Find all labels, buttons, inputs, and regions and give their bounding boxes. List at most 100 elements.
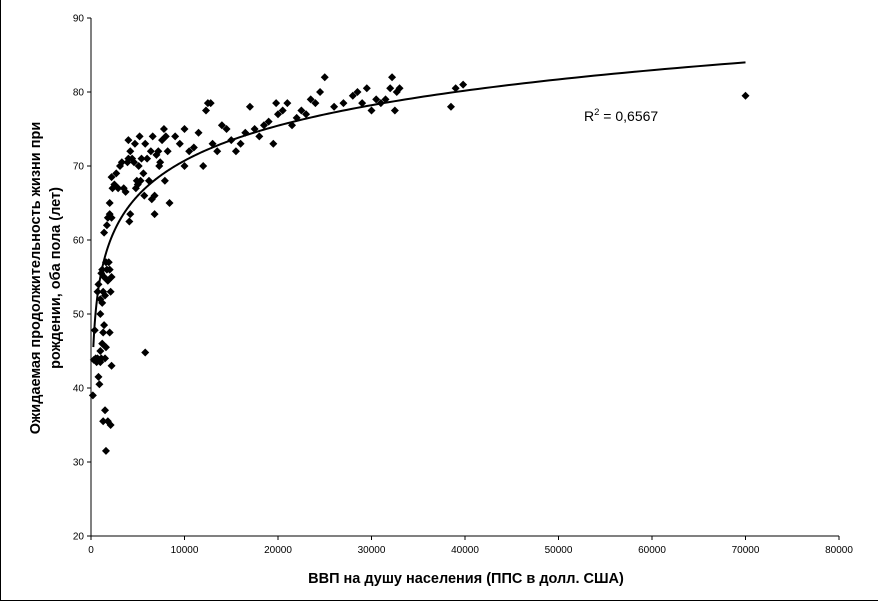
data-point	[99, 417, 108, 426]
data-point	[330, 102, 339, 111]
data-point	[159, 125, 168, 133]
data-point	[107, 173, 116, 182]
data-point	[171, 132, 180, 141]
data-point	[372, 95, 381, 104]
data-point	[278, 106, 287, 115]
data-point	[459, 80, 468, 89]
data-point	[206, 99, 215, 108]
data-point	[245, 102, 254, 111]
y-tick-label: 90	[73, 14, 85, 25]
data-point	[175, 139, 184, 148]
data-point	[135, 132, 144, 141]
data-point	[93, 287, 102, 296]
y-axis-title: Ожидаемая продолжительность жизни при ро…	[28, 122, 64, 435]
data-point	[348, 91, 357, 100]
data-point	[194, 128, 203, 137]
data-point	[236, 139, 245, 148]
data-point	[227, 136, 236, 145]
data-point	[165, 199, 174, 207]
data-point	[362, 84, 371, 93]
r-squared-base: R	[584, 108, 594, 124]
data-point	[376, 99, 385, 108]
data-point	[134, 162, 143, 170]
y-tick-label: 30	[73, 458, 85, 469]
x-tick-label: 50000	[545, 545, 573, 556]
data-point	[105, 199, 114, 207]
data-point	[104, 258, 113, 267]
data-point	[259, 121, 268, 130]
y-tick-label: 80	[73, 88, 85, 99]
data-point	[222, 125, 231, 133]
data-point	[112, 169, 121, 178]
data-point	[146, 147, 155, 156]
data-point	[381, 95, 390, 104]
x-tick-label: 40000	[451, 545, 479, 556]
data-point	[143, 154, 152, 163]
data-point	[189, 143, 198, 152]
data-point	[144, 176, 153, 185]
data-point	[101, 406, 110, 415]
data-point	[292, 113, 301, 122]
data-point	[208, 139, 217, 148]
data-point	[114, 184, 123, 193]
x-tick-label: 10000	[171, 545, 199, 556]
data-point	[154, 147, 163, 156]
data-point	[107, 213, 116, 222]
data-point	[250, 125, 259, 133]
data-point	[302, 110, 311, 119]
data-point	[367, 106, 376, 115]
data-point	[274, 110, 282, 119]
data-point	[148, 132, 157, 141]
x-tick-label: 20000	[264, 545, 292, 556]
data-point	[94, 372, 103, 381]
data-point	[105, 265, 114, 274]
data-point	[117, 158, 126, 167]
data-point	[137, 154, 146, 163]
data-point	[160, 176, 169, 185]
data-point	[161, 132, 170, 141]
data-point	[264, 117, 273, 126]
data-point	[297, 106, 306, 115]
data-point	[94, 280, 103, 289]
data-point	[141, 139, 150, 148]
data-point	[126, 210, 135, 219]
data-point	[241, 128, 250, 137]
data-point	[132, 176, 141, 185]
data-point	[106, 287, 115, 296]
data-point	[288, 121, 297, 130]
data-point	[163, 147, 172, 156]
data-point	[96, 347, 105, 355]
data-point	[316, 88, 325, 96]
data-point	[98, 265, 107, 274]
data-point	[155, 162, 164, 170]
axes	[90, 18, 839, 537]
data-point	[101, 354, 110, 363]
data-point	[395, 84, 404, 93]
r-squared-annotation: R2 = 0,6567	[584, 107, 658, 124]
data-point	[255, 132, 264, 141]
data-point	[140, 191, 149, 200]
data-point	[353, 88, 362, 96]
x-tick-label: 0	[88, 545, 94, 556]
data-point	[141, 348, 150, 357]
y-tick-label: 60	[73, 236, 85, 247]
data-point	[390, 106, 399, 115]
r-squared-value: = 0,6567	[599, 108, 658, 124]
data-point	[124, 136, 133, 145]
data-point	[126, 147, 135, 156]
data-point	[102, 221, 111, 230]
data-point	[105, 328, 114, 337]
y-tick-label: 20	[73, 532, 85, 543]
data-point	[358, 99, 367, 108]
x-axis-title: ВВП на душу населения (ППС в долл. США)	[308, 571, 624, 587]
data-point	[101, 343, 110, 352]
data-point	[306, 95, 315, 104]
y-tick-label: 50	[73, 310, 85, 321]
data-point	[130, 158, 139, 167]
data-point	[150, 210, 159, 219]
trendline	[92, 61, 746, 348]
data-point	[99, 328, 108, 337]
data-point	[231, 147, 240, 156]
data-point	[100, 321, 109, 330]
